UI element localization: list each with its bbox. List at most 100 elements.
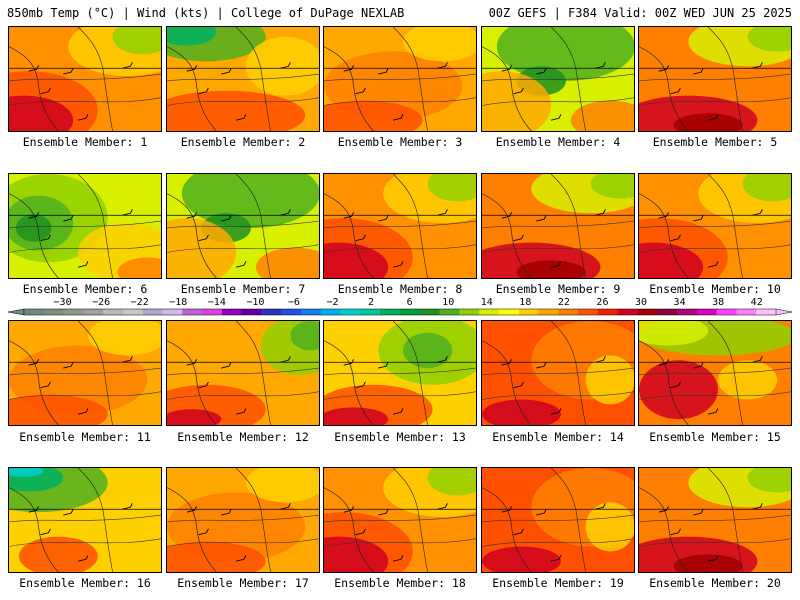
member-caption: Ensemble Member: 3	[337, 135, 463, 149]
colorbar-swatch	[182, 309, 203, 315]
colorbar-swatch	[360, 309, 381, 315]
colorbar-swatch	[301, 309, 322, 315]
colorbar-tick-label: −30	[53, 297, 72, 308]
member-caption: Ensemble Member: 2	[180, 135, 306, 149]
map-panel-member-18	[323, 467, 477, 573]
map-panel-member-17	[166, 467, 320, 573]
map-panel-member-11	[8, 320, 162, 426]
colorbar-swatch	[320, 309, 342, 315]
colorbar-swatch	[696, 309, 718, 315]
member-caption: Ensemble Member: 5	[652, 135, 778, 149]
colorbar-tick-label: −6	[287, 297, 300, 308]
temperature-map	[167, 321, 319, 425]
temperature-map	[324, 321, 476, 425]
colorbar-swatch	[419, 309, 441, 315]
temperature-map	[639, 27, 791, 131]
colorbar-tick-label: 42	[750, 297, 763, 308]
colorbar-swatch	[736, 309, 757, 315]
map-panel-member-2	[166, 26, 320, 132]
colorbar-swatch	[122, 309, 144, 315]
map-panel-member-20	[638, 467, 792, 573]
temperature-map	[167, 468, 319, 572]
member-caption: Ensemble Member: 10	[649, 282, 781, 296]
temperature-map	[639, 174, 791, 278]
map-panel-member-9	[481, 173, 635, 279]
colorbar-swatch	[677, 309, 698, 315]
map-panel-member-8	[323, 173, 477, 279]
member-caption: Ensemble Member: 13	[334, 430, 466, 444]
colorbar-swatch	[498, 309, 520, 315]
colorbar-swatch	[637, 309, 658, 315]
map-panel-member-15	[638, 320, 792, 426]
colorbar-tick-label: 22	[557, 297, 570, 308]
colorbar-swatch	[202, 309, 223, 315]
map-panel-member-5	[638, 26, 792, 132]
map-panel-member-14	[481, 320, 635, 426]
valid-time: 00Z GEFS | F384 Valid: 00Z WED JUN 25 20…	[488, 6, 792, 20]
colorbar-tick-label: −10	[246, 297, 265, 308]
colorbar-swatch	[340, 309, 361, 315]
member-caption: Ensemble Member: 17	[177, 576, 309, 590]
colorbar-swatch	[261, 309, 282, 315]
member-caption: Ensemble Member: 19	[492, 576, 624, 590]
map-panel-member-4	[481, 26, 635, 132]
colorbar-swatch	[83, 309, 104, 315]
colorbar-swatch	[241, 309, 262, 315]
colorbar-tick-label: 14	[480, 297, 493, 308]
member-caption: Ensemble Member: 6	[22, 282, 148, 296]
map-panel-member-3	[323, 26, 477, 132]
temperature-map	[9, 174, 161, 278]
temperature-map	[482, 174, 634, 278]
member-caption: Ensemble Member: 18	[334, 576, 466, 590]
colorbar-swatch	[439, 309, 460, 315]
member-caption: Ensemble Member: 15	[649, 430, 781, 444]
colorbar-swatch	[142, 309, 164, 315]
colorbar-right-arrow	[775, 308, 793, 316]
temperature-map	[324, 174, 476, 278]
colorbar-swatch	[400, 309, 421, 315]
colorbar-swatch	[221, 309, 243, 315]
colorbar-tick-label: 30	[634, 297, 648, 308]
colorbar-left-arrow	[7, 308, 25, 316]
colorbar-tick-label: 26	[596, 297, 609, 308]
colorbar-swatch	[657, 309, 678, 315]
map-panel-member-1	[8, 26, 162, 132]
temperature-map	[324, 27, 476, 131]
colorbar-swatch	[597, 309, 619, 315]
temperature-map	[9, 468, 161, 572]
member-caption: Ensemble Member: 12	[177, 430, 309, 444]
colorbar-swatch	[380, 309, 401, 315]
map-panel-member-7	[166, 173, 320, 279]
colorbar-swatch	[716, 309, 737, 315]
colorbar-tick-label: −18	[169, 297, 188, 308]
colorbar-tick-label: −2	[326, 297, 339, 308]
colorbar-swatch	[281, 309, 302, 315]
map-panel-member-19	[481, 467, 635, 573]
colorbar-swatch	[24, 309, 45, 315]
colorbar-scale	[7, 308, 793, 316]
temperature-map	[639, 321, 791, 425]
colorbar-tick-label: 34	[673, 297, 686, 308]
colorbar-swatch	[162, 309, 183, 315]
colorbar-swatch	[63, 309, 84, 315]
map-panel-member-6	[8, 173, 162, 279]
colorbar-tick-label: 18	[519, 297, 532, 308]
colorbar-swatch	[558, 309, 579, 315]
colorbar-swatch	[617, 309, 638, 315]
colorbar-swatch	[538, 309, 559, 315]
member-caption: Ensemble Member: 8	[337, 282, 463, 296]
colorbar-tick-label: −26	[92, 297, 111, 308]
colorbar-tick-label: 10	[442, 297, 455, 308]
temperature-map	[167, 27, 319, 131]
colorbar-tick-label: −14	[207, 297, 226, 308]
map-panel-member-12	[166, 320, 320, 426]
colorbar-swatch	[756, 309, 777, 315]
map-panel-member-13	[323, 320, 477, 426]
map-panel-member-10	[638, 173, 792, 279]
member-caption: Ensemble Member: 1	[22, 135, 148, 149]
colorbar-swatch	[43, 309, 65, 315]
member-caption: Ensemble Member: 14	[492, 430, 624, 444]
temperature-map	[324, 468, 476, 572]
member-caption: Ensemble Member: 20	[649, 576, 781, 590]
member-caption: Ensemble Member: 11	[19, 430, 151, 444]
